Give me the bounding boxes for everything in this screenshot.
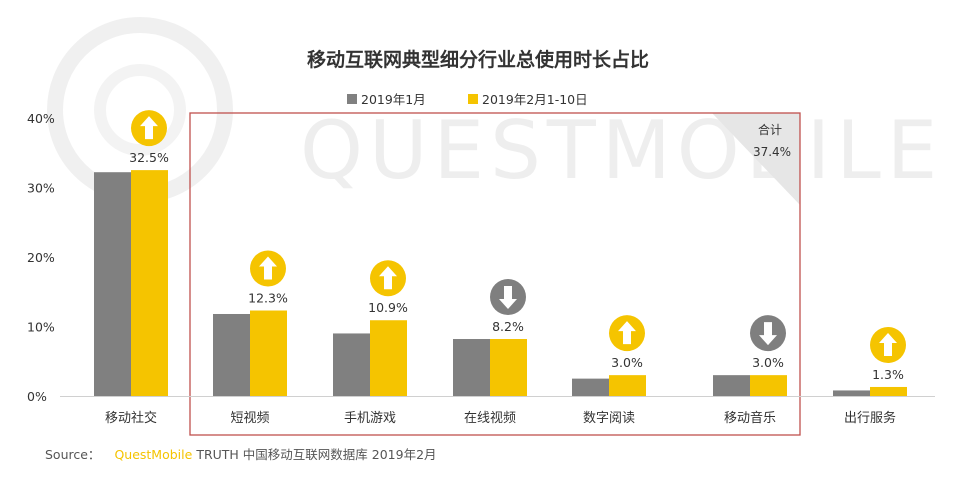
y-tick-label: 20% xyxy=(27,250,55,265)
chart-title: 移动互联网典型细分行业总使用时长占比 xyxy=(307,48,649,71)
y-tick-label: 10% xyxy=(27,320,55,335)
y-axis: 0% 10% 20% 30% 40% xyxy=(27,111,935,404)
legend-swatch-2019-feb xyxy=(468,94,478,104)
trend-icon-arrow xyxy=(499,286,517,310)
trend-icon-arrow xyxy=(879,332,897,356)
arrow-down-icon xyxy=(750,315,786,352)
source-rest: TRUTH 中国移动互联网数据库 2019年2月 xyxy=(195,447,436,462)
bar-jan-5 xyxy=(713,375,750,396)
x-tick-label: 移动社交 xyxy=(105,410,157,426)
arrow-up-icon xyxy=(609,315,645,352)
trend-icon-arrow xyxy=(379,266,397,290)
bars xyxy=(94,170,907,396)
bar-feb-0 xyxy=(131,170,168,396)
y-tick-label: 0% xyxy=(27,389,47,404)
arrow-up-icon xyxy=(870,326,906,363)
bar-feb-4 xyxy=(609,375,646,396)
bar-feb-2 xyxy=(370,320,407,396)
arrow-down-icon xyxy=(490,279,526,316)
x-tick-label: 短视频 xyxy=(230,411,269,426)
highlight-total-label: 合计 xyxy=(758,122,782,137)
data-label: 32.5% xyxy=(129,150,169,165)
x-tick-label: 移动音乐 xyxy=(724,410,776,426)
y-tick-label: 40% xyxy=(27,111,55,126)
bar-jan-0 xyxy=(94,172,131,396)
source-line: Source： QuestMobile TRUTH 中国移动互联网数据库 2019年… xyxy=(45,447,437,462)
trend-icon-arrow xyxy=(618,321,636,345)
arrow-up-icon xyxy=(370,260,406,297)
watermark-logo-ring xyxy=(47,17,233,203)
legend-label-2019-feb: 2019年2月1-10日 xyxy=(482,92,588,107)
bar-jan-1 xyxy=(213,313,250,396)
y-tick-label: 30% xyxy=(27,181,55,196)
x-tick-label: 手机游戏 xyxy=(344,411,396,426)
bar-feb-5 xyxy=(750,375,787,396)
bar-jan-6 xyxy=(833,390,870,396)
watermark-logo-inner xyxy=(94,64,186,156)
bar-jan-2 xyxy=(333,333,370,396)
bar-jan-4 xyxy=(572,378,609,396)
x-tick-label: 在线视频 xyxy=(464,411,516,426)
highlight-total-value: 37.4% xyxy=(753,145,791,159)
trend-icons xyxy=(131,110,906,363)
source-prefix: Source： xyxy=(45,447,100,462)
highlight-border xyxy=(189,112,801,436)
bar-feb-6 xyxy=(870,386,907,396)
arrow-up-icon xyxy=(250,250,286,287)
data-label: 3.0% xyxy=(752,355,784,370)
highlight-box: 合计 37.4% xyxy=(189,112,801,436)
trend-icon-arrow xyxy=(259,256,277,280)
legend-label-2019-jan: 2019年1月 xyxy=(361,92,426,107)
source-brand: QuestMobile xyxy=(114,447,192,462)
arrow-up-icon xyxy=(131,110,167,147)
bar-jan-3 xyxy=(453,339,490,396)
data-label: 1.3% xyxy=(872,367,904,382)
data-label: 12.3% xyxy=(248,291,288,306)
legend: 2019年1月 2019年2月1-10日 xyxy=(347,92,588,107)
bar-feb-3 xyxy=(490,339,527,396)
watermark-text: QUESTMOBILE xyxy=(300,104,943,197)
highlight-corner-fold xyxy=(712,113,800,205)
data-label: 3.0% xyxy=(611,355,643,370)
x-axis-labels: 移动社交 短视频 手机游戏 在线视频 数字阅读 移动音乐 出行服务 xyxy=(105,410,896,426)
trend-icon-arrow xyxy=(140,116,158,140)
trend-icon-arrow xyxy=(759,322,777,346)
data-label: 10.9% xyxy=(368,300,408,315)
data-label: 8.2% xyxy=(492,319,524,334)
legend-swatch-2019-jan xyxy=(347,94,357,104)
data-labels: 32.5% 12.3% 10.9% 8.2% 3.0% 3.0% 1.3% xyxy=(129,150,904,382)
x-tick-label: 出行服务 xyxy=(844,410,896,426)
bar-feb-1 xyxy=(250,310,287,396)
x-tick-label: 数字阅读 xyxy=(583,411,635,426)
